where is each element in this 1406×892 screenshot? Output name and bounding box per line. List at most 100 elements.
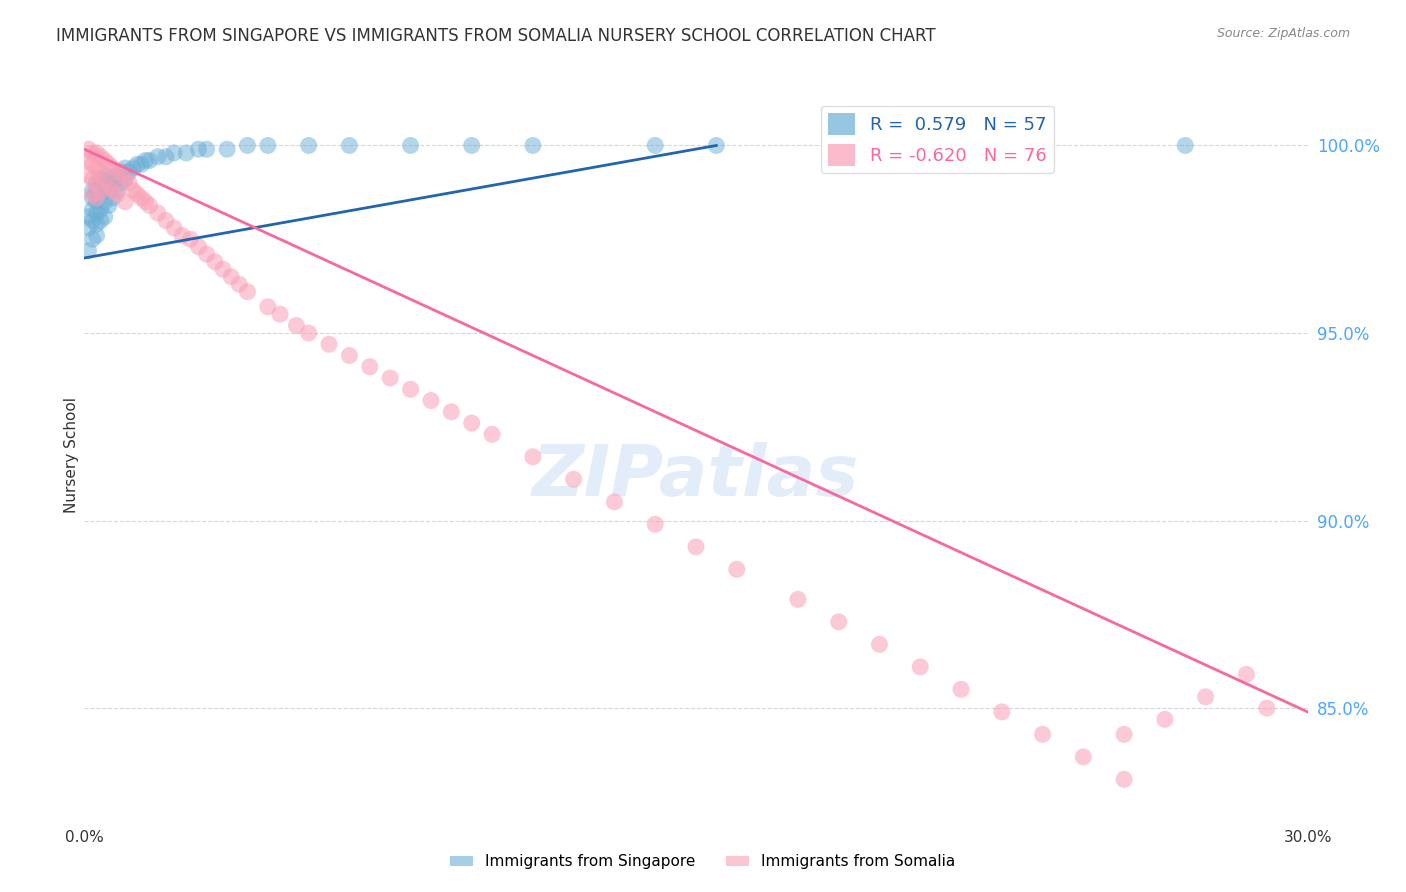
Point [522,450,544,464]
Point [644,138,666,153]
Point [146,206,169,220]
Point [93,172,115,186]
Point [114,172,136,186]
Point [787,592,810,607]
Point [236,138,259,153]
Legend: R =  0.579   N = 57, R = -0.620   N = 76: R = 0.579 N = 57, R = -0.620 N = 76 [821,105,1054,173]
Text: Source: ZipAtlas.com: Source: ZipAtlas.com [1216,27,1350,40]
Point [131,157,153,171]
Point [1256,701,1278,715]
Point [82,202,104,217]
Point [82,191,104,205]
Point [187,142,209,156]
Point [155,213,177,227]
Point [82,172,104,186]
Point [146,150,169,164]
Point [110,176,132,190]
Point [93,194,115,209]
Point [101,191,124,205]
Point [77,153,100,168]
Point [481,427,503,442]
Point [90,202,112,217]
Point [163,145,186,160]
Point [603,495,626,509]
Point [77,142,100,156]
Point [86,176,108,190]
Point [82,187,104,202]
Point [298,326,321,340]
Point [86,184,108,198]
Y-axis label: Nursery School: Nursery School [63,397,79,513]
Text: ZIPatlas: ZIPatlas [533,442,859,511]
Point [86,145,108,160]
Point [1195,690,1218,704]
Point [82,157,104,171]
Point [420,393,443,408]
Point [187,240,209,254]
Point [93,169,115,183]
Point [163,221,186,235]
Point [82,184,104,198]
Point [950,682,973,697]
Point [440,405,463,419]
Point [77,210,100,224]
Point [204,254,226,268]
Point [685,540,707,554]
Point [1073,750,1095,764]
Point [122,184,145,198]
Point [257,138,280,153]
Point [127,187,149,202]
Point [127,157,149,171]
Point [105,187,128,202]
Point [138,198,160,212]
Point [101,176,124,190]
Point [219,269,242,284]
Point [991,705,1014,719]
Point [195,247,218,261]
Point [869,637,891,651]
Point [77,169,100,183]
Point [399,382,422,396]
Point [90,184,112,198]
Point [97,179,120,194]
Point [359,359,381,374]
Point [135,153,157,168]
Point [93,179,115,194]
Point [122,161,145,175]
Point [1114,772,1136,787]
Point [1236,667,1258,681]
Point [1032,727,1054,741]
Point [86,206,108,220]
Point [461,416,484,430]
Point [217,142,239,156]
Point [90,184,112,198]
Point [179,232,201,246]
Point [90,150,112,164]
Point [1154,712,1177,726]
Point [910,660,932,674]
Point [138,153,160,168]
Point [114,161,136,175]
Point [77,244,100,258]
Point [706,138,728,153]
Point [1174,138,1197,153]
Point [298,138,321,153]
Point [131,191,153,205]
Point [90,172,112,186]
Point [889,138,911,153]
Point [339,349,361,363]
Point [1114,727,1136,741]
Point [318,337,340,351]
Point [86,161,108,175]
Point [195,142,218,156]
Point [257,300,280,314]
Point [82,213,104,227]
Point [522,138,544,153]
Point [86,176,108,190]
Point [86,191,108,205]
Point [212,262,235,277]
Point [82,145,104,160]
Point [172,228,194,243]
Point [828,615,851,629]
Point [110,169,132,183]
